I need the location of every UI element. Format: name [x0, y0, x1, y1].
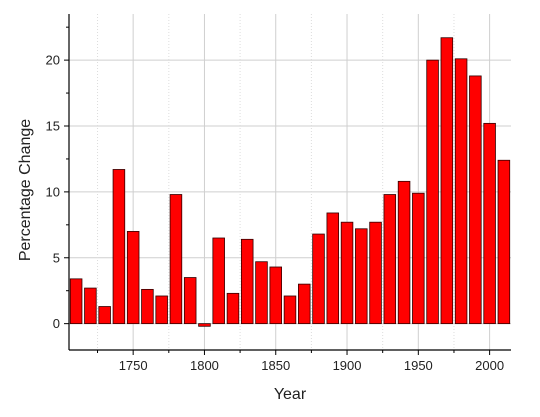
bar — [440, 37, 454, 325]
bar — [283, 295, 297, 325]
bar — [84, 287, 97, 325]
bars — [69, 37, 511, 327]
y-tick-label: 15 — [46, 119, 60, 134]
y-tick-label: 10 — [46, 184, 60, 199]
bar — [298, 283, 311, 325]
bar — [412, 192, 425, 325]
x-tick-label: 1850 — [261, 358, 290, 373]
bar — [383, 194, 397, 325]
y-tick-label: 0 — [53, 316, 60, 331]
bar — [169, 194, 183, 325]
bar — [483, 122, 496, 325]
bar — [112, 169, 126, 325]
bar — [469, 75, 482, 325]
bar — [426, 59, 439, 325]
bar — [69, 278, 83, 325]
bar — [269, 266, 282, 325]
x-tick-label: 1950 — [404, 358, 433, 373]
bar — [126, 231, 140, 325]
x-ticks: 1750 1800 1850 1900 1950 2000 — [97, 350, 504, 373]
y-tick-label: 20 — [46, 53, 60, 68]
bar — [98, 306, 111, 325]
bar — [198, 323, 211, 327]
y-ticks: 0 5 10 15 20 — [46, 26, 69, 331]
x-axis-title: Year — [274, 386, 307, 403]
bar — [454, 58, 468, 325]
bar — [326, 212, 340, 325]
bar — [355, 228, 368, 325]
bar — [255, 261, 268, 325]
bar — [212, 237, 225, 325]
axes — [68, 14, 511, 351]
bar — [141, 288, 154, 325]
bar — [240, 238, 254, 325]
x-tick-label: 1750 — [119, 358, 148, 373]
bar — [397, 180, 411, 325]
bar — [226, 292, 240, 325]
y-tick-label: 5 — [53, 250, 60, 265]
bar — [183, 277, 197, 325]
bar — [340, 221, 354, 325]
bar — [369, 221, 382, 325]
bar — [497, 159, 511, 325]
bar — [155, 295, 168, 325]
x-tick-label: 2000 — [475, 358, 504, 373]
x-tick-label: 1900 — [333, 358, 362, 373]
bar — [312, 233, 325, 325]
y-axis-title: Percentage Change — [17, 119, 34, 261]
x-tick-label: 1800 — [190, 358, 219, 373]
